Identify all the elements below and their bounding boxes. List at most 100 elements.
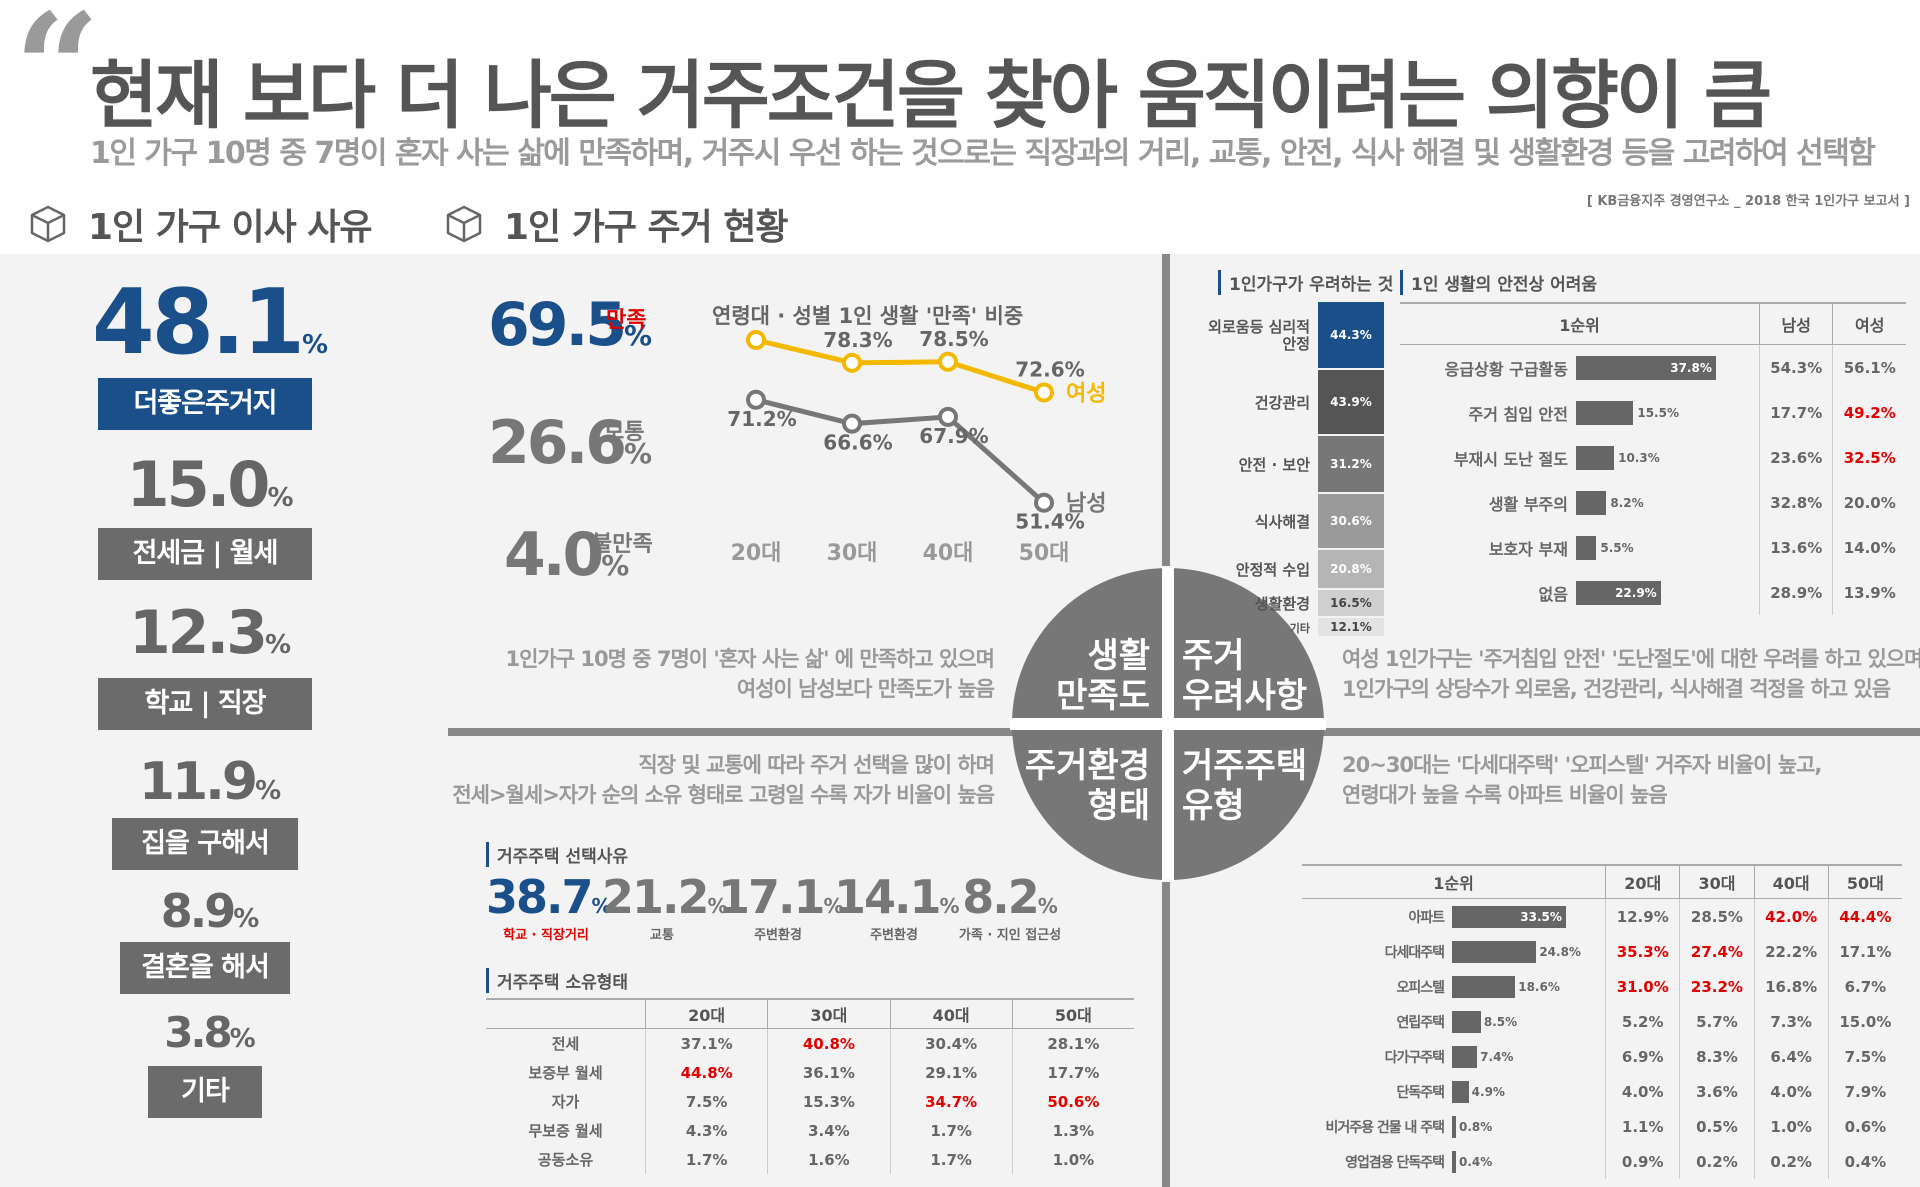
concern-bar: 30.6% — [1318, 494, 1384, 548]
data-point — [842, 352, 862, 373]
satisfaction-value: 26.6% — [488, 408, 653, 478]
bar-cell: 다가구주택 7.4%7.4% — [1302, 1039, 1606, 1074]
bar-wrap: 부재시 도난 절도 10.3%10.3% — [1400, 445, 1759, 470]
bar-wrap: 아파트 33.5% — [1302, 905, 1605, 928]
page-title: 현재 보다 더 나은 거주조건을 찾아 움직이려는 의향이 큼 — [90, 53, 1772, 139]
data-label: 67.9% — [919, 424, 988, 448]
concern-category-label: 건강관리 — [1254, 393, 1310, 412]
data-point — [938, 406, 958, 427]
value-text: 38.7 — [486, 870, 593, 924]
x-tick-label: 20대 — [731, 541, 782, 566]
first-rank-value: 0.8% — [1459, 1119, 1493, 1134]
table-row: 다세대주택 24.8%24.8% 35.3%27.4%22.2%17.1% — [1302, 934, 1902, 969]
housing-type-value: 7.5% — [1827, 1039, 1902, 1074]
first-rank-bar: 24.8% — [1452, 940, 1537, 963]
male-value: 23.6% — [1758, 435, 1833, 480]
first-rank-value: 8.5% — [1483, 1014, 1518, 1029]
reason-value: 15.0% — [126, 448, 294, 521]
column-header: 1순위 — [1302, 864, 1606, 899]
cube-icon — [30, 205, 66, 243]
bar-cell: 부재시 도난 절도 10.3%10.3% — [1400, 435, 1759, 480]
circle-label-housing-type: 거주주택 유형 — [1182, 746, 1322, 826]
data-point — [746, 330, 766, 350]
bar-wrap: 다가구주택 7.4%7.4% — [1302, 1045, 1605, 1068]
housing-type-value: 27.4% — [1679, 934, 1755, 969]
bar-cell: 응급상황 구급활동 37.8% — [1400, 345, 1759, 391]
satisfaction-value: 4.0% — [504, 520, 630, 590]
note-line: 20~30대는 '다세대주택' '오피스텔' 거주자 비율이 높고, — [1342, 753, 1822, 777]
circle-text: 유형 — [1182, 786, 1245, 826]
unit-text: % — [823, 894, 844, 918]
first-rank-bar: 4.9% — [1452, 1080, 1469, 1103]
row-label: 무보증 월세 — [528, 1122, 603, 1140]
table-header-row: 1순위 20대 30대 40대 50대 — [1302, 864, 1902, 899]
female-value: 13.9% — [1832, 570, 1906, 615]
note-line: 연령대가 높을 수록 아파트 비율이 높음 — [1342, 783, 1668, 807]
housing-type-value: 4.0% — [1605, 1074, 1680, 1109]
male-value: 28.9% — [1758, 570, 1833, 615]
table-row: 생활 부주의 8.2%8.2% 32.8%20.0% — [1400, 480, 1906, 525]
concern-bar: 20.8% — [1318, 550, 1384, 588]
housing-type-value: 6.7% — [1827, 969, 1902, 1004]
concern-category-label: 기타 — [1289, 621, 1310, 635]
ownership-value: 3.4% — [767, 1116, 891, 1145]
table-row: 응급상황 구급활동 37.8% 54.3% 56.1% — [1400, 344, 1906, 391]
first-rank-bar: 10.3% — [1576, 445, 1615, 470]
column-header: 남성 — [1758, 302, 1833, 345]
table-row: 무보증 월세 4.3% 3.4% 1.7% 1.3% — [486, 1116, 1134, 1145]
row-label: 응급상황 구급활동 — [1444, 359, 1568, 379]
first-rank-value: 10.3% — [1618, 450, 1660, 465]
bar-cell: 비거주용 건물 내 주택 0.8%0.8% — [1302, 1109, 1606, 1144]
column-header: 50대 — [1011, 998, 1134, 1029]
reason-value: 3.8% — [164, 1008, 256, 1057]
concern-bar: 31.2% — [1318, 436, 1384, 492]
line-chart-title: 연령대 · 성별 1인 생활 '만족' 비중 — [712, 304, 1024, 328]
row-label: 아파트 — [1408, 909, 1445, 926]
first-rank-bar: 5.5% — [1576, 535, 1597, 560]
row-label: 생활 부주의 — [1488, 494, 1568, 514]
column-header: 40대 — [1753, 864, 1829, 899]
choice-reason-value: 38.7% — [486, 870, 612, 924]
reason-label: 기타 — [148, 1066, 262, 1118]
ownership-value: 1.6% — [767, 1145, 891, 1174]
female-value: 14.0% — [1832, 525, 1906, 570]
note-line: 전세>월세>자가 순의 소유 형태로 고령일 수록 자가 비율이 높음 — [452, 783, 995, 807]
row-label: 영업겸용 단독주택 — [1345, 1154, 1445, 1171]
choice-reason-value: 21.2% — [602, 870, 728, 924]
data-label: 71.2% — [727, 407, 796, 431]
table-row: 오피스텔 18.6%18.6% 31.0%23.2%16.8%6.7% — [1302, 969, 1902, 1004]
choice-reason-item: 21.2% 교통 — [602, 870, 728, 943]
satisfaction-label: 불만족 — [592, 532, 653, 557]
series-line — [755, 337, 1045, 395]
bar-wrap: 주거 침입 안전 15.5%15.5% — [1400, 400, 1759, 425]
ownership-value: 50.6% — [1011, 1087, 1134, 1116]
legend-label: 남성 — [1066, 492, 1106, 517]
housing-type-value: 7.3% — [1753, 1004, 1829, 1039]
table-row: 전세 37.1% 40.8% 30.4% 28.1% — [486, 1028, 1134, 1058]
first-rank-value: 5.5% — [1600, 540, 1634, 555]
ownership-value: 40.8% — [767, 1028, 891, 1058]
reason-value: 8.9% — [160, 884, 260, 938]
x-tick-label: 40대 — [923, 541, 974, 566]
bar-wrap: 오피스텔 18.6%18.6% — [1302, 975, 1605, 998]
table-row: 연립주택 8.5%8.5% 5.2%5.7%7.3%15.0% — [1302, 1004, 1902, 1039]
housing-note: 직장 및 교통에 따라 주거 선택을 많이 하며 전세>월세>자가 순의 소유 … — [440, 750, 995, 810]
housing-type-value: 5.2% — [1605, 1004, 1680, 1039]
data-point — [746, 389, 766, 410]
satisfaction-value: 69.5% — [488, 290, 653, 360]
value-text: 14.1 — [834, 870, 941, 924]
bar-wrap: 영업겸용 단독주택 0.4%0.4% — [1302, 1150, 1605, 1173]
housing-type-table: 1순위 20대 30대 40대 50대 아파트 33.5% 12.9% 28.5% 42.0% 44… — [1302, 864, 1902, 1179]
concern-category-label: 안정적 수입 — [1235, 560, 1310, 579]
note-line: 여성 1인가구는 '주거침입 안전' '도난절도'에 대한 우려를 하고 있으며 — [1342, 647, 1920, 671]
line-chart: 82.7%78.3%78.5%72.6%여성71.2%66.6%67.9%51.… — [727, 330, 1106, 566]
first-rank-value: 15.5% — [1637, 405, 1679, 420]
data-point — [938, 351, 958, 372]
concern-category-label: 생활환경 — [1254, 594, 1310, 613]
ownership-value: 29.1% — [889, 1058, 1013, 1087]
note-line: 1인가구의 상당수가 외로움, 건강관리, 식사해결 걱정을 하고 있음 — [1342, 677, 1891, 701]
bar-cell: 연립주택 8.5%8.5% — [1302, 1004, 1606, 1039]
satisfaction-label: 만족 — [606, 308, 647, 333]
